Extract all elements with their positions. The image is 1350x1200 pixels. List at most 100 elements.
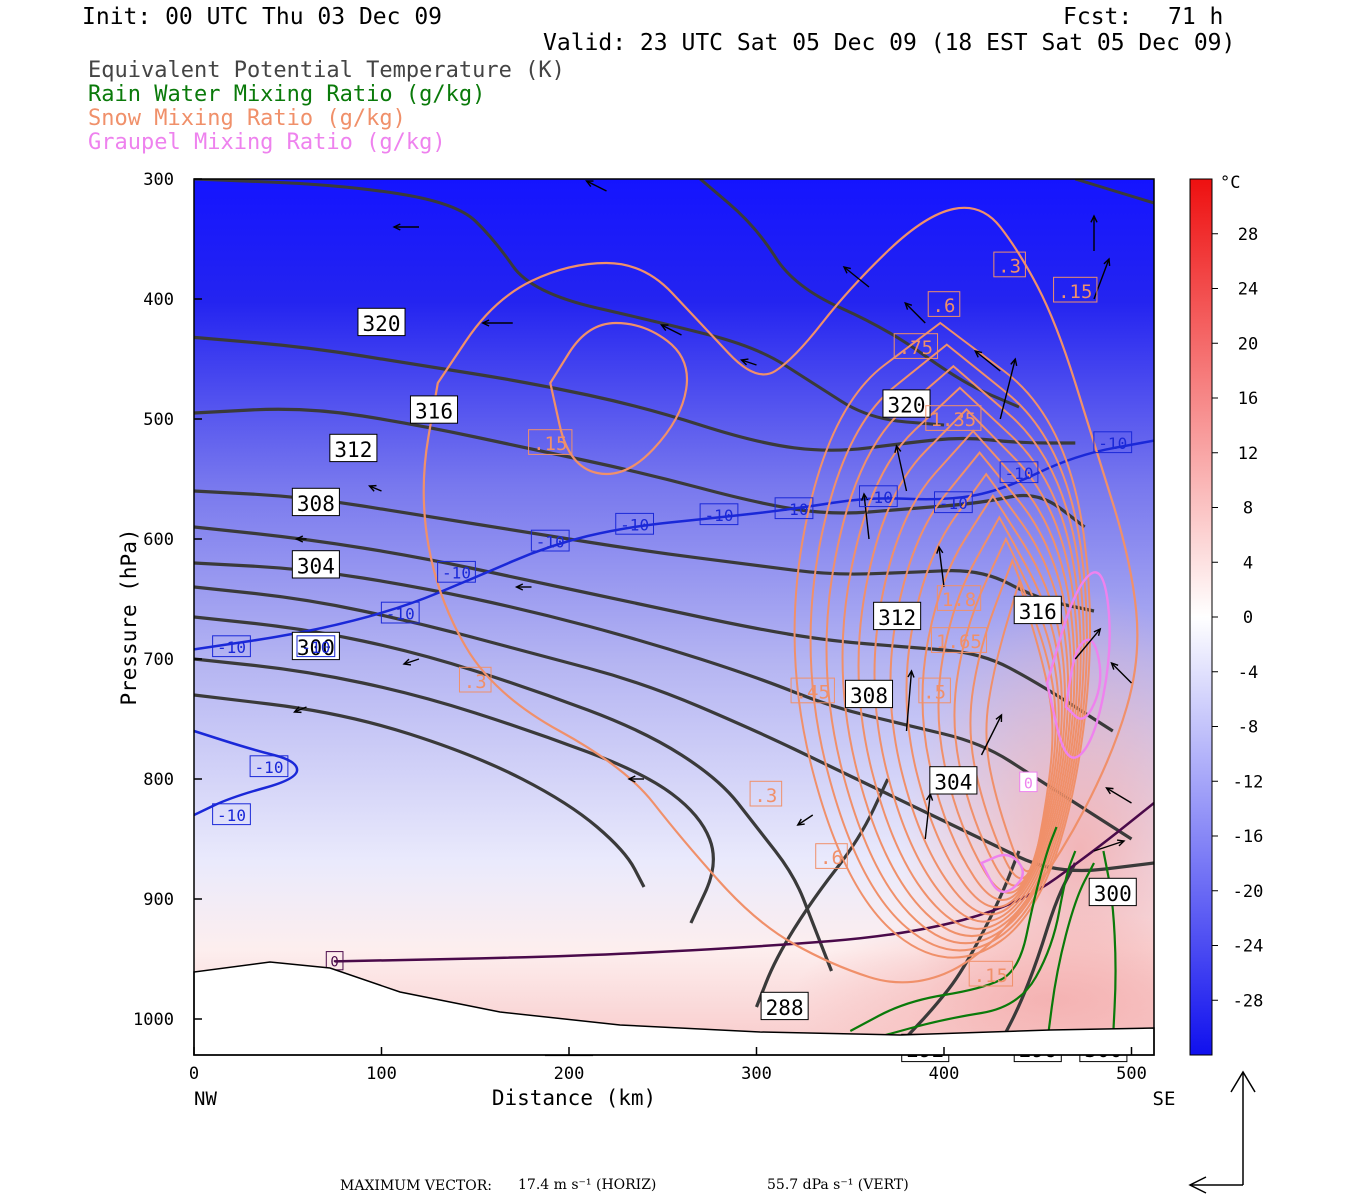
isotherm-minus10 xyxy=(194,729,299,817)
wind-vector xyxy=(999,357,1018,420)
theta-e-line xyxy=(194,179,945,427)
graupel-label: 0 xyxy=(1019,771,1038,792)
y-tick-label: 800 xyxy=(143,770,174,790)
svg-text:.15: .15 xyxy=(533,433,567,455)
svg-text:-10: -10 xyxy=(255,758,284,777)
snow-label: 1.8 xyxy=(936,585,982,611)
svg-text:312: 312 xyxy=(334,438,372,462)
svg-text:304: 304 xyxy=(934,770,972,794)
svg-text:308: 308 xyxy=(850,684,888,708)
wind-vector xyxy=(894,444,908,492)
snow-contour xyxy=(549,321,689,475)
colorbar xyxy=(1189,178,1213,1056)
snow-label: .3 xyxy=(749,780,783,807)
snow-contour xyxy=(905,472,1070,909)
wind-vector xyxy=(973,349,1001,372)
wind-vector xyxy=(514,583,532,591)
forecast-hours: 71 h xyxy=(1168,4,1224,30)
svg-text:1.8: 1.8 xyxy=(942,589,976,611)
svg-text:320: 320 xyxy=(363,312,401,336)
y-tick-label: 700 xyxy=(143,650,174,670)
isotherm-label: -10 xyxy=(437,560,476,583)
wind-vector xyxy=(1090,214,1098,251)
wind-vector xyxy=(905,669,915,732)
rain-contour xyxy=(849,826,1058,1032)
svg-text:-10: -10 xyxy=(1005,464,1034,483)
isotherm-label: -10 xyxy=(530,529,570,552)
legend-graupel: Graupel Mixing Ratio (g/kg) xyxy=(88,130,446,155)
theta-e-label: 312 xyxy=(873,601,922,631)
theta-e-label: 308 xyxy=(291,487,340,517)
snow-label: .75 xyxy=(893,333,939,359)
colorbar-tick-label: -16 xyxy=(1233,827,1264,847)
x-tick-label: 200 xyxy=(554,1064,585,1084)
theta-e-line xyxy=(699,179,1020,409)
svg-text:.6: .6 xyxy=(933,295,956,317)
svg-text:-10: -10 xyxy=(620,516,649,535)
x-axis-label: Distance (km) xyxy=(492,1086,656,1110)
svg-text:-10: -10 xyxy=(301,638,330,657)
snow-label: .6 xyxy=(815,843,848,869)
isotherm-label: -10 xyxy=(380,601,420,624)
svg-text:-10: -10 xyxy=(1098,434,1127,453)
plot-frame xyxy=(193,178,1155,1056)
x-tick-label: 100 xyxy=(366,1064,397,1084)
valid-time: Valid: 23 UTC Sat 05 Dec 09 (18 EST Sat … xyxy=(543,30,1236,56)
wind-vector xyxy=(627,775,644,783)
x-tick-label: 500 xyxy=(1116,1064,1147,1084)
legend-theta-e: Equivalent Potential Temperature (K) xyxy=(88,58,565,83)
svg-text:.6: .6 xyxy=(820,847,843,869)
svg-text:300: 300 xyxy=(1094,882,1132,906)
colorbar-tick-label: 12 xyxy=(1238,444,1258,464)
snow-label: .5 xyxy=(918,677,951,704)
colorbar-tick-label: 16 xyxy=(1238,389,1258,409)
y-tick-label: 600 xyxy=(143,530,174,550)
legend-rain: Rain Water Mixing Ratio (g/kg) xyxy=(88,82,486,107)
wind-vector xyxy=(402,658,420,666)
x-tick-label: 400 xyxy=(929,1064,960,1084)
y-axis-label: Pressure (hPa) xyxy=(117,528,141,705)
y-tick-label: 500 xyxy=(143,410,174,430)
svg-text:0: 0 xyxy=(1024,774,1033,792)
snow-contour xyxy=(841,386,1082,938)
svg-text:-10: -10 xyxy=(217,638,246,657)
isotherm-label: -10 xyxy=(774,497,814,520)
wind-vector xyxy=(861,492,870,540)
wind-vector xyxy=(1074,627,1102,660)
colorbar-tick-label: -20 xyxy=(1233,882,1264,902)
snow-label: .3 xyxy=(458,666,492,693)
isotherm-label: -10 xyxy=(212,635,251,658)
theta-e-line xyxy=(905,850,1021,1039)
svg-text:0: 0 xyxy=(330,955,338,971)
init-time: Init: 00 UTC Thu 03 Dec 09 xyxy=(82,4,443,30)
graupel-contour xyxy=(1045,571,1111,759)
snow-contour xyxy=(985,578,1054,873)
svg-text:-10: -10 xyxy=(386,604,415,623)
theta-e-label: 300 xyxy=(1088,877,1137,907)
isotherm-label: -10 xyxy=(296,635,336,658)
graupel-contour xyxy=(1064,638,1102,720)
colorbar-unit: °C xyxy=(1220,173,1240,193)
y-tick-label: 400 xyxy=(143,290,174,310)
wind-vector xyxy=(1093,839,1126,852)
max-vector-horiz: 17.4 m s⁻¹ (HORIZ) xyxy=(518,1177,657,1193)
isotherm-label: -10 xyxy=(858,485,898,508)
snow-contour xyxy=(825,364,1085,945)
max-vector-label: MAXIMUM VECTOR: xyxy=(340,1178,492,1194)
theta-e-label: 320 xyxy=(882,389,931,418)
theta-e-label: 304 xyxy=(291,550,340,579)
snow-label: .45 xyxy=(790,677,835,704)
colorbar-tick-label: 20 xyxy=(1238,334,1258,354)
theta-e-label: 316 xyxy=(409,395,459,424)
isotherm-label: -10 xyxy=(933,491,973,514)
snow-label: .6 xyxy=(927,291,961,317)
colorbar-tick-label: 28 xyxy=(1238,225,1258,245)
snow-label: .3 xyxy=(993,251,1026,278)
isotherm-label: -10 xyxy=(615,512,655,535)
y-tick-label: 900 xyxy=(143,890,174,910)
isotherm-label: -10 xyxy=(699,503,739,526)
theta-e-line xyxy=(194,657,715,924)
svg-text:-10: -10 xyxy=(780,500,809,519)
snow-label: 1.35 xyxy=(925,405,982,431)
